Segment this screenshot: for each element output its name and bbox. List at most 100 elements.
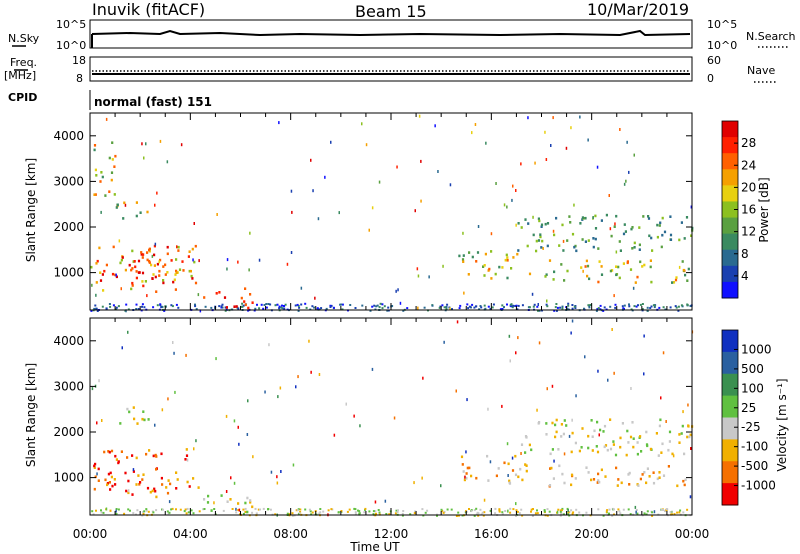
echo-cell <box>276 481 279 485</box>
echo-cell <box>298 512 301 515</box>
echo-cell <box>115 306 118 309</box>
echo-cell <box>233 419 236 423</box>
echo-cell <box>385 513 388 515</box>
echo-cell <box>397 509 399 512</box>
echo-cell <box>467 273 470 276</box>
echo-cell <box>353 414 355 418</box>
echo-cell <box>178 268 182 271</box>
echo-cell <box>164 263 167 267</box>
echo-cell <box>132 468 135 472</box>
echo-cell <box>384 499 387 503</box>
echo-cell <box>613 294 615 298</box>
echo-cell <box>537 239 541 242</box>
echo-cell <box>170 304 173 307</box>
echo-cell <box>286 512 289 515</box>
echo-cell <box>580 266 583 269</box>
echo-cell <box>142 253 145 256</box>
echo-cell <box>681 424 684 428</box>
echo-cell <box>368 228 370 232</box>
y-tick-label: 4000 <box>53 129 84 143</box>
echo-cell <box>391 305 394 307</box>
echo-cell <box>449 307 451 311</box>
echo-cell <box>110 449 114 453</box>
echo-cell <box>283 305 285 307</box>
echo-cell <box>661 216 664 220</box>
echo-cell <box>615 250 618 254</box>
echo-cell <box>90 265 93 269</box>
echo-cell <box>141 256 144 259</box>
echo-cell <box>397 288 399 292</box>
echo-cell <box>95 174 98 177</box>
echo-cell <box>650 236 653 240</box>
echo-cell <box>191 247 194 251</box>
echo-cell <box>563 419 566 422</box>
echo-cell <box>166 245 169 249</box>
echo-cell <box>268 343 270 347</box>
echo-cell <box>132 512 135 515</box>
echo-cell <box>135 201 138 204</box>
echo-cell <box>125 489 128 493</box>
echo-cell <box>517 336 519 340</box>
echo-cell <box>665 509 668 512</box>
echo-cell <box>296 303 299 306</box>
echo-cell <box>633 241 636 245</box>
echo-cell <box>487 479 490 482</box>
echo-cell <box>646 306 649 309</box>
echo-cell <box>612 443 615 446</box>
colorbar-tick-label: 24 <box>741 158 756 172</box>
echo-cell <box>131 267 134 270</box>
echo-cell <box>490 277 493 280</box>
echo-cell <box>636 275 639 279</box>
echo-cell <box>192 477 195 480</box>
echo-cell <box>251 511 254 514</box>
echo-cell <box>375 512 377 515</box>
echo-cell <box>490 232 493 236</box>
echo-cell <box>298 306 301 309</box>
echo-cell <box>254 307 257 310</box>
echo-cell <box>687 403 689 407</box>
echo-cell <box>99 279 103 282</box>
echo-cell <box>639 303 642 306</box>
colorbar-segment <box>722 249 738 267</box>
echo-cell <box>140 251 143 254</box>
echo-cell <box>186 458 189 462</box>
echo-cell <box>567 513 570 515</box>
echo-cell <box>155 468 158 471</box>
echo-cell <box>375 305 378 308</box>
echo-cell <box>278 121 280 125</box>
echo-cell <box>346 510 349 513</box>
echo-cell <box>574 307 577 309</box>
echo-cell <box>177 249 180 252</box>
echo-cell <box>646 510 649 513</box>
echo-cell <box>111 272 115 276</box>
x-tick-label: 08:00 <box>273 527 308 541</box>
echo-cell <box>675 276 678 279</box>
echo-cell <box>632 437 635 440</box>
echo-cell <box>551 421 554 425</box>
echo-cell <box>197 486 200 489</box>
echo-cell <box>623 182 626 186</box>
echo-cell <box>664 510 666 513</box>
echo-cell <box>103 450 106 454</box>
echo-cell <box>494 512 497 515</box>
echo-cell <box>151 254 154 258</box>
echo-cell <box>628 170 630 174</box>
echo-cell <box>461 463 464 466</box>
echo-cell <box>441 304 444 307</box>
echo-cell <box>536 305 539 308</box>
echo-cell <box>363 511 366 514</box>
echo-cell <box>457 511 460 514</box>
echo-cell <box>235 511 238 514</box>
y-tick-label: 3000 <box>53 174 84 188</box>
echo-cell <box>311 511 314 514</box>
echo-cell <box>660 245 663 249</box>
echo-cell <box>687 424 690 427</box>
echo-cell <box>553 233 556 237</box>
echo-cell <box>662 306 665 309</box>
echo-cell <box>174 273 177 276</box>
echo-cell <box>594 237 597 241</box>
colorbar-segment <box>722 395 738 419</box>
echo-cell <box>531 515 534 517</box>
echo-cell <box>511 456 514 460</box>
colorbar-tick-label: 8 <box>741 247 749 261</box>
